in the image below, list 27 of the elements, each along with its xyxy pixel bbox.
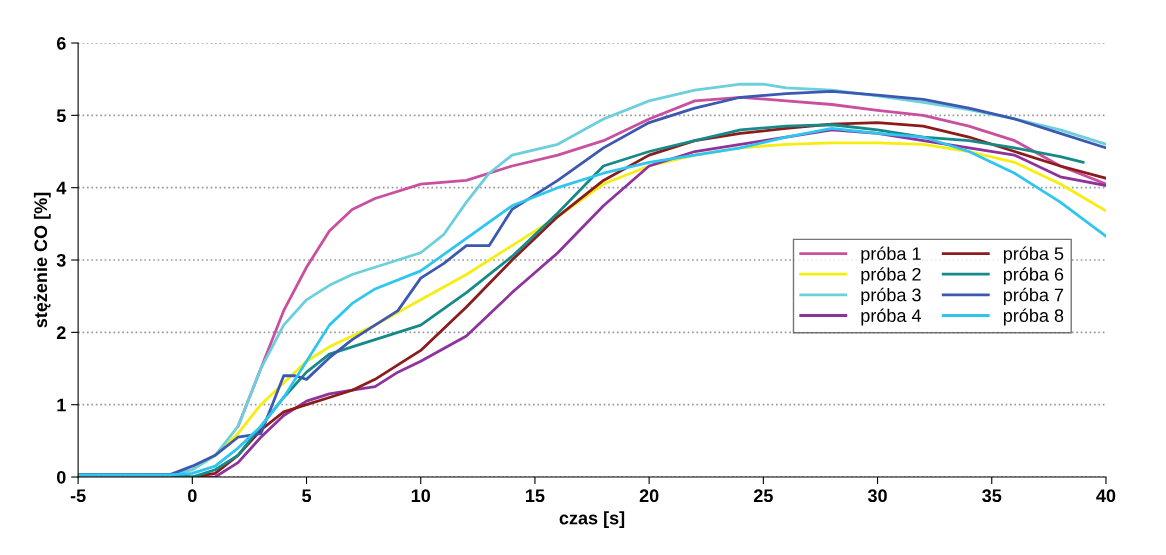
legend-label: próba 7 xyxy=(1003,287,1064,305)
x-tick-label: 10 xyxy=(411,489,431,503)
legend-label: próba 5 xyxy=(1003,246,1064,264)
x-tick-label: 30 xyxy=(867,489,887,503)
legend-label: próba 6 xyxy=(1003,267,1064,285)
y-tick-label: 6 xyxy=(56,36,66,50)
x-tick-label: 15 xyxy=(526,489,545,503)
x-tick-label: 20 xyxy=(639,489,659,503)
y-tick-label: 3 xyxy=(56,253,66,267)
legend-label: próba 1 xyxy=(861,246,921,264)
x-tick-label: 40 xyxy=(1096,489,1116,503)
x-tick-label: 0 xyxy=(188,489,197,503)
y-tick-label: 1 xyxy=(57,398,66,412)
x-axis-title: czas [s] xyxy=(559,511,625,529)
legend-label: próba 2 xyxy=(861,267,921,285)
legend-label: próba 3 xyxy=(861,287,921,305)
y-tick-label: 2 xyxy=(56,326,66,339)
y-tick-label: 4 xyxy=(56,181,67,195)
x-tick-label: 5 xyxy=(302,489,312,503)
x-tick-label: -5 xyxy=(70,489,86,503)
y-tick-label: 5 xyxy=(56,109,66,123)
x-tick-label: 35 xyxy=(982,489,1002,503)
x-tick-label: 25 xyxy=(753,489,773,503)
legend-label: próba 4 xyxy=(861,308,921,326)
y-tick-label: 0 xyxy=(56,470,66,484)
y-axis-title: stężenie CO [%] xyxy=(33,192,51,328)
legend-label: próba 8 xyxy=(1003,308,1064,326)
